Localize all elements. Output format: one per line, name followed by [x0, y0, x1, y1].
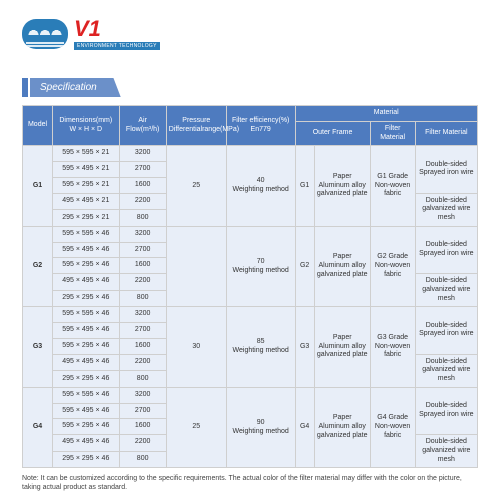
cell-air: 2700 — [119, 403, 166, 419]
cell-air: 800 — [119, 451, 166, 468]
cell-air: 2200 — [119, 354, 166, 371]
cell-efficiency: 85Weighting method — [226, 307, 295, 388]
table-body: G1595 × 595 × 2132002540Weighting method… — [23, 146, 478, 468]
cell-air: 800 — [119, 210, 166, 227]
cell-dim: 495 × 495 × 21 — [53, 193, 120, 210]
table-row: G1595 × 595 × 2132002540Weighting method… — [23, 146, 478, 162]
cell-dim: 595 × 595 × 21 — [53, 146, 120, 162]
table-row: G3595 × 595 × 4632003085Weighting method… — [23, 307, 478, 323]
table-row: G4595 × 595 × 4632002590Weighting method… — [23, 387, 478, 403]
cell-air: 1600 — [119, 338, 166, 354]
cell-filter-mat: G4 GradeNon-wovenfabric — [370, 387, 415, 468]
cell-fmat-bot: Double-sidedgalvanized wire mesh — [415, 435, 477, 468]
cell-dim: 595 × 595 × 46 — [53, 226, 120, 242]
cell-dim: 595 × 595 × 46 — [53, 387, 120, 403]
cell-air: 2700 — [119, 162, 166, 178]
logo-sub: ENVIRONMENT TECHNOLOGY — [74, 42, 160, 50]
section-header: Specification — [22, 78, 478, 97]
cell-fmat-bot: Double-sidedgalvanized wire mesh — [415, 354, 477, 387]
th-filter-material2: Filter Material — [415, 121, 477, 146]
cell-filter-mat: G1 GradeNon-wovenfabric — [370, 146, 415, 227]
cell-air: 2700 — [119, 323, 166, 339]
cell-model: G4 — [23, 387, 53, 468]
cell-air: 800 — [119, 371, 166, 388]
cell-model: G3 — [23, 307, 53, 388]
cell-dim: 495 × 495 × 46 — [53, 435, 120, 452]
cell-dim: 595 × 495 × 46 — [53, 242, 120, 258]
cell-efficiency: 90Weighting method — [226, 387, 295, 468]
cell-pressure: 30 — [166, 307, 226, 388]
cell-air: 3200 — [119, 146, 166, 162]
cell-dim: 595 × 495 × 46 — [53, 323, 120, 339]
spec-table: Model Dimensions(mm)W × H × D Air Flow(m… — [22, 105, 478, 468]
cell-filter-mat: G2 GradeNon-wovenfabric — [370, 226, 415, 307]
th-material: Material — [295, 106, 478, 122]
th-outer-frame: Outer Frame — [295, 121, 370, 146]
cell-dim: 595 × 495 × 21 — [53, 162, 120, 178]
cell-air: 2200 — [119, 274, 166, 291]
cell-air: 2200 — [119, 193, 166, 210]
cell-dim: 595 × 495 × 46 — [53, 403, 120, 419]
cell-dim: 595 × 295 × 46 — [53, 258, 120, 274]
th-filter-material: Filter Material — [370, 121, 415, 146]
th-model: Model — [23, 106, 53, 146]
table-row: G2595 × 595 × 46320070Weighting methodG2… — [23, 226, 478, 242]
cell-air: 800 — [119, 290, 166, 307]
cell-air: 3200 — [119, 307, 166, 323]
logo: V1 ENVIRONMENT TECHNOLOGY — [22, 18, 478, 50]
cell-air: 1600 — [119, 258, 166, 274]
cell-dim: 595 × 295 × 46 — [53, 338, 120, 354]
cell-grade: G1 — [295, 146, 314, 227]
cell-air: 3200 — [119, 387, 166, 403]
cell-fmat-top: Double-sidedSprayed iron wire — [415, 226, 477, 273]
th-dimensions: Dimensions(mm)W × H × D — [53, 106, 120, 146]
cell-air: 3200 — [119, 226, 166, 242]
cell-dim: 295 × 295 × 46 — [53, 290, 120, 307]
cell-air: 2700 — [119, 242, 166, 258]
cell-pressure: 25 — [166, 387, 226, 468]
cell-air: 1600 — [119, 177, 166, 193]
cell-pressure: 25 — [166, 146, 226, 227]
cell-dim: 595 × 595 × 46 — [53, 307, 120, 323]
cell-outer-frame: PaperAluminum alloygalvanized plate — [314, 226, 370, 307]
cell-filter-mat: G3 GradeNon-wovenfabric — [370, 307, 415, 388]
cell-fmat-top: Double-sidedSprayed iron wire — [415, 146, 477, 193]
cell-outer-frame: PaperAluminum alloygalvanized plate — [314, 146, 370, 227]
cell-fmat-top: Double-sidedSprayed iron wire — [415, 307, 477, 354]
logo-mark — [22, 19, 68, 49]
cell-air: 2200 — [119, 435, 166, 452]
th-airflow: Air Flow(m³/h) — [119, 106, 166, 146]
cell-fmat-top: Double-sidedSprayed iron wire — [415, 387, 477, 434]
logo-text: V1 ENVIRONMENT TECHNOLOGY — [74, 18, 160, 50]
cell-grade: G2 — [295, 226, 314, 307]
logo-brand: V1 — [74, 18, 160, 40]
note: Note: It can be customized according to … — [22, 474, 478, 492]
cell-outer-frame: PaperAluminum alloygalvanized plate — [314, 387, 370, 468]
cell-model: G1 — [23, 146, 53, 227]
cell-dim: 595 × 295 × 46 — [53, 419, 120, 435]
cell-fmat-bot: Double-sidedgalvanized wire mesh — [415, 193, 477, 226]
cell-fmat-bot: Double-sidedgalvanized wire mesh — [415, 274, 477, 307]
table-head: Model Dimensions(mm)W × H × D Air Flow(m… — [23, 106, 478, 146]
th-pressure: PressureDifferentialrange(MPa) — [166, 106, 226, 146]
cell-model: G2 — [23, 226, 53, 307]
cell-outer-frame: PaperAluminum alloygalvanized plate — [314, 307, 370, 388]
cell-air: 1600 — [119, 419, 166, 435]
cell-dim: 495 × 495 × 46 — [53, 274, 120, 291]
section-stripe — [22, 78, 28, 97]
cell-dim: 595 × 295 × 21 — [53, 177, 120, 193]
cell-grade: G3 — [295, 307, 314, 388]
cell-dim: 295 × 295 × 46 — [53, 371, 120, 388]
cell-grade: G4 — [295, 387, 314, 468]
cell-pressure — [166, 226, 226, 307]
section-title: Specification — [30, 78, 121, 97]
cell-efficiency: 70Weighting method — [226, 226, 295, 307]
cell-dim: 295 × 295 × 21 — [53, 210, 120, 227]
cell-dim: 295 × 295 × 46 — [53, 451, 120, 468]
cell-efficiency: 40Weighting method — [226, 146, 295, 227]
cell-dim: 495 × 495 × 46 — [53, 354, 120, 371]
